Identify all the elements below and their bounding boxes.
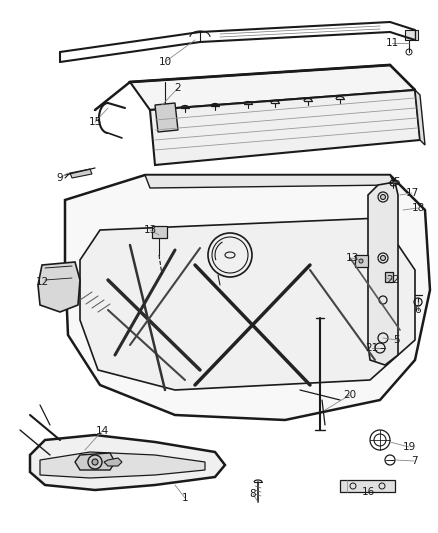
Circle shape [380,195,385,199]
Text: 19: 19 [402,442,415,452]
Text: 8: 8 [249,489,256,499]
Text: 12: 12 [35,277,49,287]
Polygon shape [384,272,392,282]
Polygon shape [75,453,115,470]
Polygon shape [65,175,429,420]
Text: 1: 1 [181,493,188,503]
Polygon shape [150,90,419,165]
Polygon shape [130,65,414,110]
Text: 14: 14 [95,426,108,436]
Text: 11: 11 [385,38,398,48]
Circle shape [92,459,98,465]
Polygon shape [40,452,205,478]
Polygon shape [80,218,414,390]
Polygon shape [155,103,177,132]
Text: 9: 9 [57,173,63,183]
Text: 2: 2 [174,83,181,93]
Text: 13: 13 [143,225,156,235]
Text: 6: 6 [414,305,420,315]
Text: 15: 15 [88,117,101,127]
Text: 18: 18 [410,203,424,213]
Polygon shape [30,435,225,490]
Polygon shape [354,255,367,267]
Polygon shape [145,175,394,188]
Polygon shape [152,226,166,238]
Text: 20: 20 [343,390,356,400]
Text: 21: 21 [364,343,378,353]
Text: 22: 22 [385,275,399,285]
Polygon shape [367,182,397,365]
Polygon shape [339,480,394,492]
Text: 17: 17 [404,188,418,198]
Text: 5: 5 [393,335,399,345]
Text: 16: 16 [360,487,374,497]
Polygon shape [414,90,424,145]
Text: 10: 10 [158,57,171,67]
Polygon shape [104,458,122,466]
Circle shape [380,255,385,261]
Polygon shape [404,30,417,40]
Polygon shape [38,262,80,312]
Text: 5: 5 [393,177,399,187]
Polygon shape [70,169,92,178]
Text: 7: 7 [410,456,417,466]
Text: 13: 13 [345,253,358,263]
